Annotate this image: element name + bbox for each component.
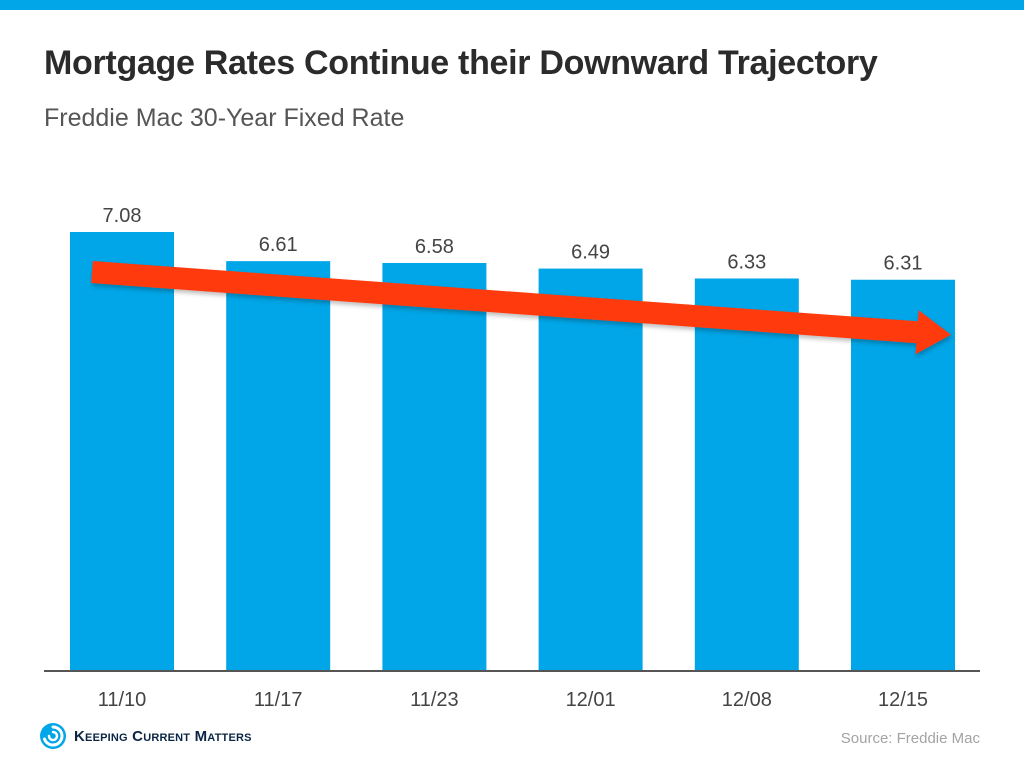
bar-11-17: [226, 261, 331, 671]
brand-logo: Keeping Current Matters: [38, 720, 252, 752]
x-tick-label: 11/17: [254, 689, 303, 711]
bar-11-10: [70, 232, 174, 671]
trend-arrow: [91, 261, 951, 355]
brand-name: Keeping Current Matters: [74, 727, 252, 745]
data-label: 7.08: [103, 205, 142, 227]
bar-11-23: [382, 263, 487, 671]
bar-12-08: [694, 278, 799, 671]
x-tick-label: 11/10: [98, 689, 147, 711]
x-tick-label: 12/15: [878, 689, 928, 711]
chart-subtitle: Freddie Mac 30-Year Fixed Rate: [44, 104, 405, 132]
data-label: 6.31: [884, 253, 923, 275]
swirl-logo-icon: [40, 723, 66, 749]
source-note: Source: Freddie Mac: [840, 730, 980, 747]
x-tick-label: 12/08: [722, 689, 772, 711]
data-label: 6.33: [727, 252, 766, 274]
bar-12-15: [851, 279, 955, 671]
top-accent-bar: [0, 0, 1024, 10]
chart-title: Mortgage Rates Continue their Downward T…: [44, 44, 878, 82]
data-label: 6.61: [259, 234, 298, 256]
bar-12-01: [538, 268, 643, 671]
data-label: 6.58: [415, 236, 454, 258]
x-tick-label: 12/01: [566, 689, 616, 711]
data-label: 6.49: [571, 242, 610, 264]
x-tick-label: 11/23: [410, 689, 459, 711]
